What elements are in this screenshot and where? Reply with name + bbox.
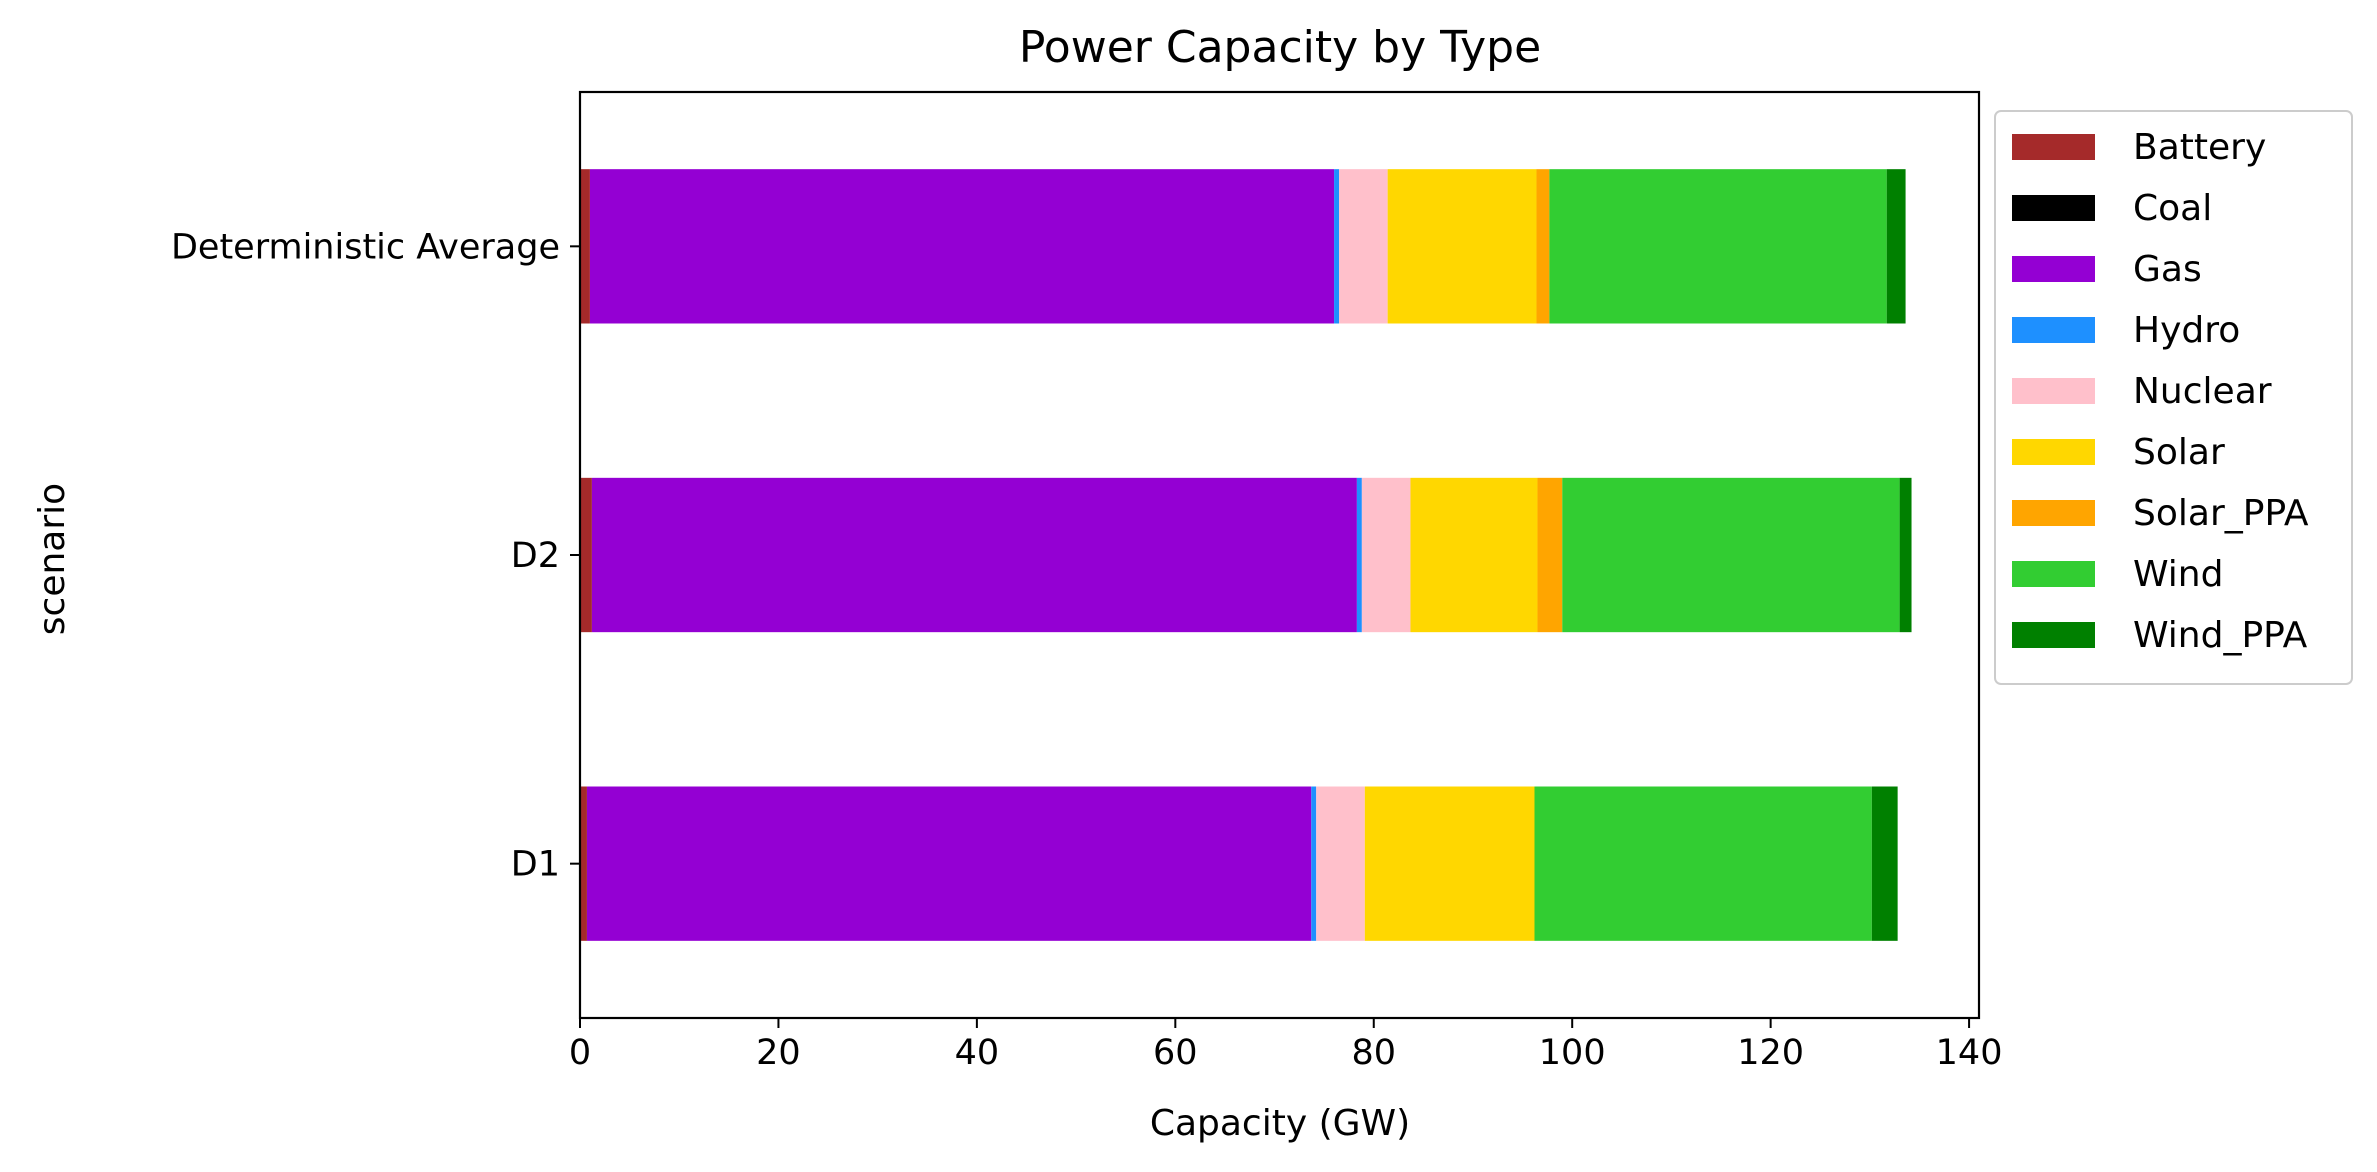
x-tick-label: 20 <box>756 1033 801 1073</box>
y-tick-label: D2 <box>511 536 560 576</box>
bar-segment-wind-d1 <box>1534 786 1872 941</box>
bars-group <box>580 169 1912 941</box>
legend-swatch <box>2012 622 2095 648</box>
bar-segment-wind-d2 <box>1562 477 1900 633</box>
legend-swatch <box>2012 561 2095 587</box>
legend-label: Wind <box>2133 554 2223 595</box>
legend-label: Hydro <box>2133 310 2240 351</box>
y-tick-label: D1 <box>511 845 560 885</box>
legend-swatch <box>2012 500 2095 526</box>
bar-segment-hydro-d1 <box>1311 786 1317 941</box>
bar-segment-solar-deterministic-average <box>1387 169 1537 324</box>
legend-swatch <box>2012 134 2095 160</box>
x-axis: 0 20 40 60 80 100 120 140 <box>569 1018 2003 1073</box>
legend-label: Coal <box>2133 188 2212 229</box>
x-axis-label: Capacity (GW) <box>1150 1103 1410 1144</box>
bar-segment-battery-deterministic-average <box>580 169 590 324</box>
y-tick-label: Deterministic Average <box>171 227 560 267</box>
x-tick-label: 0 <box>569 1033 591 1073</box>
legend-frame <box>1994 110 2353 685</box>
y-axis: D1 D2 Deterministic Average <box>171 227 580 885</box>
bar-segment-wind-deterministic-average <box>1549 169 1887 324</box>
legend-swatch <box>2012 256 2095 282</box>
bar-segment-solar-ppa-d2 <box>1537 477 1563 633</box>
legend-label: Solar <box>2133 432 2225 473</box>
legend-swatch <box>2012 317 2095 343</box>
x-tick-label: 40 <box>955 1033 1000 1073</box>
x-tick-label: 60 <box>1153 1033 1198 1073</box>
legend-swatch <box>2012 439 2095 465</box>
bar-segment-hydro-deterministic-average <box>1334 169 1340 324</box>
legend-label: Wind_PPA <box>2133 615 2308 656</box>
bar-segment-wind-ppa-d2 <box>1899 477 1912 633</box>
bar-segment-gas-d2 <box>591 477 1357 633</box>
bar-segment-gas-d1 <box>586 786 1312 941</box>
bar-segment-solar-d2 <box>1410 477 1538 633</box>
x-tick-label: 80 <box>1351 1033 1396 1073</box>
bar-segment-battery-d1 <box>580 786 587 941</box>
legend-swatch <box>2012 378 2095 404</box>
bar-segment-gas-deterministic-average <box>589 169 1335 324</box>
bar-segment-wind-ppa-deterministic-average <box>1886 169 1906 324</box>
bar-segment-nuclear-d2 <box>1361 477 1411 633</box>
legend-label: Nuclear <box>2133 371 2272 412</box>
legend: Battery Coal Gas Hydro Nuclear Solar Solar_PPA… <box>1994 110 2353 685</box>
bar-segment-nuclear-deterministic-average <box>1339 169 1388 324</box>
bar-segment-nuclear-d1 <box>1316 786 1365 941</box>
chart-title: Power Capacity by Type <box>1019 22 1541 73</box>
x-tick-label: 120 <box>1737 1033 1804 1073</box>
bar-segment-solar-d1 <box>1364 786 1535 941</box>
legend-label: Gas <box>2133 249 2202 290</box>
x-tick-label: 140 <box>1936 1033 2003 1073</box>
legend-label: Solar_PPA <box>2133 493 2309 534</box>
legend-swatch <box>2012 195 2095 221</box>
bar-segment-battery-d2 <box>580 477 592 633</box>
y-axis-label: scenario <box>32 483 73 635</box>
bar-segment-hydro-d2 <box>1356 477 1362 633</box>
x-tick-label: 100 <box>1539 1033 1606 1073</box>
legend-label: Battery <box>2133 127 2266 168</box>
bar-segment-wind-ppa-d1 <box>1871 786 1898 941</box>
bar-segment-solar-ppa-deterministic-average <box>1536 169 1550 324</box>
